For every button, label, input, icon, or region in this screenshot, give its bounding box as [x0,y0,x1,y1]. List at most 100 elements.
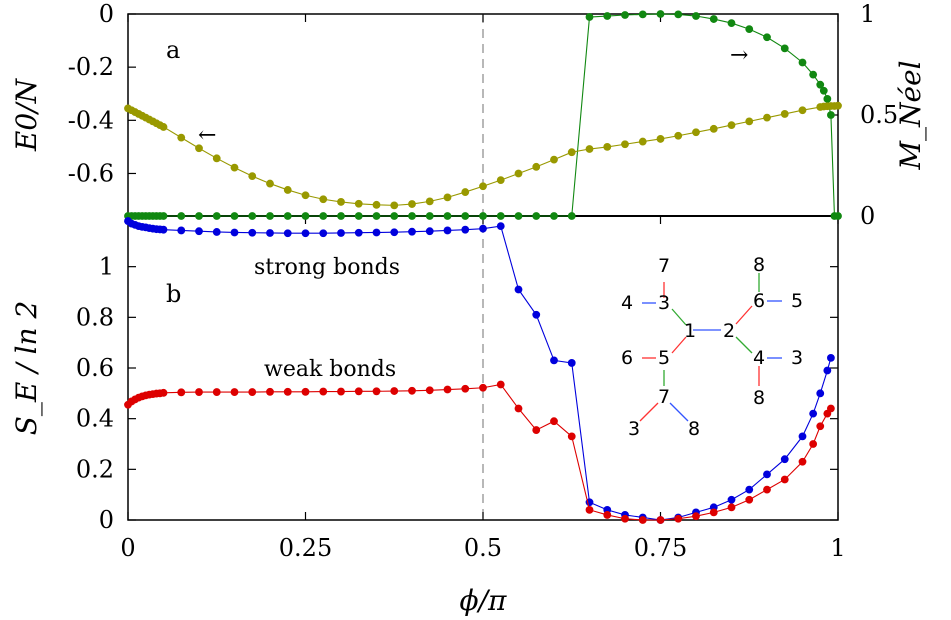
inset-site-label: 6 [753,290,765,312]
weak-bonds-series-point [372,387,381,396]
magnetization-series-point [692,12,700,20]
magnetization-series-point [479,212,487,220]
strong-bonds-series-point [248,228,257,237]
energy-series-point [212,154,221,163]
strong-bonds-series-point [425,227,434,236]
magnetization-series-point [585,13,594,21]
inset-bond [735,305,753,325]
magnetization-series-point [301,212,310,220]
magnetization-series-point [461,212,470,220]
weak-bonds-series-point [319,387,328,396]
energy-series-point [443,193,452,202]
energy-series-point [266,179,274,188]
inset-bond [669,402,689,422]
energy-series-point [727,121,736,129]
magnetization-series-point [834,212,842,220]
left-arrow-annotation: ← [198,123,216,148]
inset-bond [671,336,687,354]
energy-series-point [585,145,594,153]
energy-series-point [496,176,505,185]
inset-site-label: 5 [791,290,803,312]
y-tick-label-right-a: 0.5 [860,101,898,129]
energy-series-point [603,142,612,151]
energy-series-point [248,172,257,181]
magnetization-series-point [283,212,292,220]
weak-bonds-series-point [763,485,771,494]
right-arrow-annotation: → [730,43,748,68]
inset-site-label: 7 [658,255,670,277]
weak-bonds-series-point [532,426,541,434]
energy-series-point [745,117,754,126]
energy-series-point [425,197,434,206]
y-tick-label-b: 0.6 [76,354,114,382]
magnetization-series-point [425,212,434,220]
y-axis-label-panel-b: S_E / ln 2 [10,301,43,436]
strong-bonds-series-point [337,229,345,237]
weak-bonds-series-point [496,380,505,389]
strong-bonds-series-point [567,359,576,367]
energy-series-point [354,199,363,208]
weak-bonds-series-point [827,404,835,413]
strong-bonds-series-point [532,310,541,319]
y-tick-label-left-a: -0.4 [68,106,114,134]
weak-bonds-series-point [461,384,470,393]
energy-series-point [656,135,665,143]
energy-series-point [195,144,203,153]
magnetization-series-point [372,212,381,220]
magnetization-series-point [496,212,505,220]
inset-site-label: 3 [658,292,670,314]
x-axis-label: ϕ/π [460,584,508,617]
y-tick-label-left-a: -0.6 [68,159,114,187]
strong-bonds-series-point [763,470,771,479]
energy-series-point [621,140,629,149]
strong-bonds-series-point [823,366,832,375]
strong-bonds-series-point [809,409,818,418]
inset-bond [639,402,659,422]
magnetization-series-point [266,212,274,220]
magnetization-series-point [727,19,736,27]
magnetization-series-point [823,94,832,103]
strong-bonds-series-point [408,227,416,236]
energy-series-point [709,124,718,133]
energy-series-point [301,191,310,200]
energy-series-point [674,131,683,140]
weak-bonds-series-point [514,404,523,413]
energy-series-point [479,182,487,191]
y-axis-label-right-panel-a: M_Néel [894,60,927,170]
weak-bonds-series-point [809,440,818,448]
weak-bonds-series-point [780,475,789,484]
weak-bonds-series-point [248,388,257,396]
strong-bonds-series-point [283,229,292,238]
strong-bonds-series-point [266,229,274,237]
inset-site-label: 5 [658,347,670,369]
weak-bonds-series-point [301,387,310,396]
magnetization-series-point [443,212,452,220]
magnetization-series-point [816,80,825,89]
energy-series-point [798,106,807,115]
magnetization-series-point [798,58,807,67]
strong-bonds-series-point [798,432,807,441]
magnetization-series-point [159,212,168,220]
strong-bonds-label: strong bonds [254,255,400,280]
weak-bonds-series-point [443,385,452,394]
magnetization-series-point [514,212,523,220]
x-tick-label: 0 [120,534,135,562]
energy-series-point [319,195,328,204]
y-tick-label-left-a: -0.2 [68,53,114,81]
strong-bonds-series-point [745,485,754,494]
energy-series-point [532,162,541,171]
magnetization-series-point [195,212,203,220]
energy-series-point [390,201,399,210]
weak-bonds-series-point [159,388,168,397]
inset-site-label: 4 [753,347,765,369]
weak-bonds-series-point [585,505,594,514]
panel-b-label: b [166,280,181,308]
energy-series-point [692,128,700,137]
energy-series-point [567,148,576,157]
strong-bonds-series-point [496,222,505,231]
inset-site-label: 8 [753,254,765,276]
magnetization-series-point [319,212,328,220]
inset-site-label: 8 [753,387,765,409]
lattice-inset: 7 8 4 3 6 5 1 2 6 5 4 3 7 8 3 8 [621,254,803,440]
